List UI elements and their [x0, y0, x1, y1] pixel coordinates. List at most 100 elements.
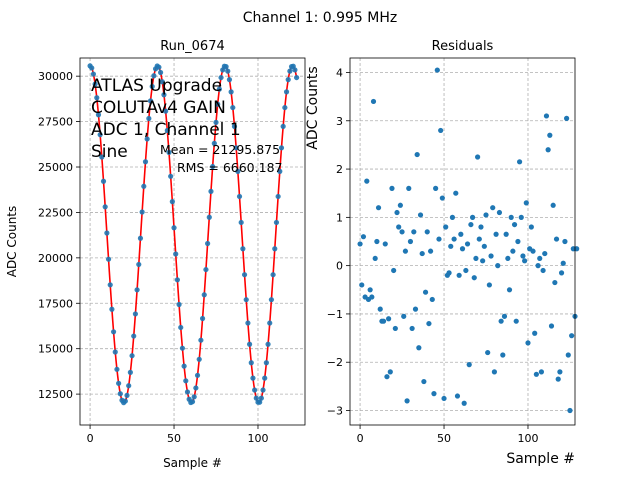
- residual-point: [449, 214, 456, 220]
- data-point: [97, 132, 103, 138]
- data-point: [267, 320, 273, 326]
- data-point: [109, 306, 115, 312]
- annotation-rms: RMS = 6660.187: [177, 160, 282, 175]
- y-tick-label: 4: [336, 66, 343, 79]
- residual-point: [436, 236, 442, 242]
- data-point: [253, 395, 259, 401]
- residual-point: [391, 267, 397, 274]
- left-ticks: 0 50 100 12500 15000 17500 20000 22500 25000 2750…: [38, 70, 268, 445]
- y-tick-label: 0: [336, 260, 343, 273]
- residual-point: [564, 115, 570, 121]
- residual-point: [530, 248, 536, 254]
- residual-point: [461, 400, 467, 406]
- data-point: [273, 219, 280, 226]
- data-point: [164, 127, 170, 134]
- data-point: [287, 68, 293, 74]
- data-point: [250, 375, 256, 381]
- residual-point: [464, 241, 471, 247]
- y-tick-label: 27500: [38, 116, 73, 129]
- residual-point: [471, 275, 477, 281]
- y-tick-label: −2: [327, 356, 343, 369]
- data-point: [117, 391, 123, 397]
- residual-point: [419, 250, 425, 257]
- residual-point: [475, 154, 481, 160]
- data-point: [132, 311, 139, 317]
- left-title: Run_0674: [160, 39, 225, 54]
- data-point: [144, 136, 150, 142]
- residual-point: [443, 224, 449, 230]
- data-point: [215, 101, 221, 107]
- data-point: [257, 399, 263, 405]
- data-point: [248, 360, 254, 366]
- residual-point: [459, 246, 466, 252]
- data-point: [114, 366, 120, 372]
- data-point: [156, 64, 162, 70]
- residual-point: [448, 243, 454, 249]
- data-point: [116, 380, 122, 386]
- residual-point: [565, 352, 571, 358]
- residual-point: [532, 330, 538, 336]
- residual-point: [421, 378, 427, 385]
- residual-point: [560, 260, 566, 266]
- data-point: [235, 168, 241, 174]
- data-point: [228, 89, 234, 95]
- right-ylabel: ADC Counts: [305, 66, 321, 149]
- residual-point: [411, 229, 417, 235]
- data-point: [100, 178, 107, 184]
- data-point: [194, 372, 201, 378]
- residual-point: [401, 313, 407, 319]
- residual-point: [562, 238, 568, 245]
- residual-point: [422, 289, 429, 295]
- residual-point: [357, 241, 363, 247]
- x-tick-label: 0: [357, 432, 364, 445]
- data-point: [99, 154, 105, 160]
- left-points: [87, 63, 300, 406]
- right-xlabel: Sample #: [506, 451, 575, 467]
- residual-point: [404, 398, 410, 404]
- residual-point: [369, 294, 375, 300]
- residual-point: [491, 369, 498, 375]
- data-point: [151, 73, 157, 79]
- residual-point: [511, 221, 518, 228]
- data-point: [277, 168, 283, 174]
- residual-point: [359, 282, 365, 288]
- data-point: [122, 398, 128, 404]
- residual-point: [367, 287, 373, 293]
- data-point: [241, 272, 248, 278]
- y-tick-label: 30000: [38, 70, 73, 83]
- annotation-line-3: ADC 1, Channel 1: [91, 120, 241, 140]
- residual-point: [508, 214, 514, 220]
- data-point: [236, 193, 243, 200]
- residual-point: [389, 185, 395, 191]
- data-point: [240, 246, 246, 252]
- data-point: [178, 324, 184, 331]
- residual-point: [384, 374, 390, 380]
- residual-point: [543, 113, 550, 119]
- annotation-line-1: ATLAS Upgrade: [91, 76, 222, 96]
- annotation-line-2: COLUTAv4 GAIN: [91, 98, 226, 118]
- residual-point: [382, 241, 388, 247]
- residual-point: [392, 325, 398, 332]
- residual-point: [495, 263, 501, 269]
- data-point: [231, 123, 238, 129]
- residual-point: [426, 320, 432, 327]
- residual-point: [377, 306, 383, 312]
- residual-point: [416, 345, 422, 351]
- data-point: [278, 145, 285, 151]
- data-point: [107, 282, 113, 288]
- residual-point: [545, 147, 551, 153]
- data-point: [183, 378, 189, 384]
- y-tick-label: 22500: [38, 206, 73, 219]
- residual-point: [427, 248, 434, 254]
- residual-point: [537, 255, 543, 262]
- data-point: [92, 81, 98, 87]
- right-grid: [350, 58, 575, 425]
- data-point: [208, 188, 214, 194]
- data-point: [131, 333, 137, 339]
- residual-point: [434, 67, 440, 73]
- residual-point: [424, 229, 430, 235]
- right-points: [357, 67, 580, 414]
- data-point: [157, 69, 164, 76]
- data-point: [223, 64, 229, 70]
- y-tick-label: −3: [327, 405, 343, 418]
